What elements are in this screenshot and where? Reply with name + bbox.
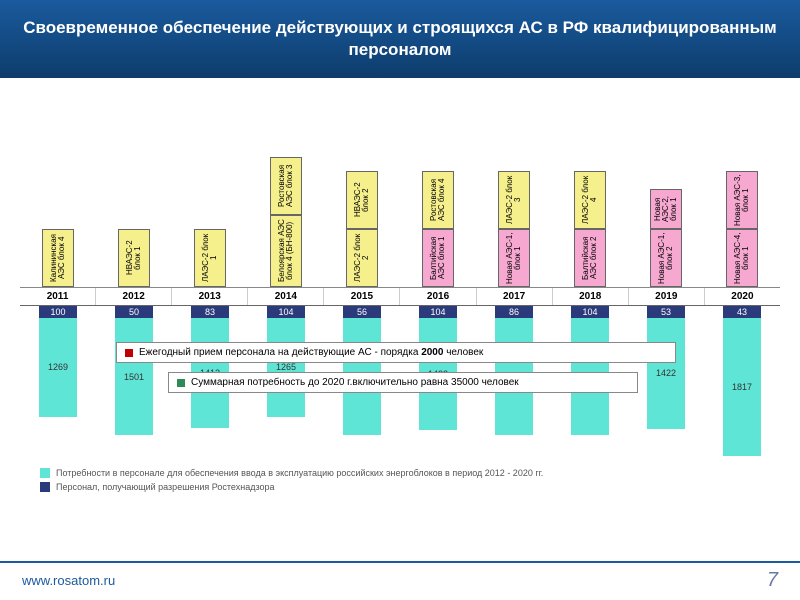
- upper-cell: ЛАЭС-2 блок 4Балтийская АЭС блок 2: [552, 98, 628, 287]
- year-label: 2016: [399, 288, 475, 305]
- legend-row: Персонал, получающий разрешения Ростехна…: [40, 482, 760, 492]
- year-label: 2015: [323, 288, 399, 305]
- legend-label: Потребности в персонале для обеспечения …: [56, 468, 543, 478]
- plant-block: Новая АЭС-3, блок 1: [726, 171, 758, 229]
- upper-cell: ЛАЭС-2 блок 3Новая АЭС-1, блок 1: [476, 98, 552, 287]
- lower-cell: 531422: [628, 306, 704, 456]
- year-label: 2018: [552, 288, 628, 305]
- lower-cell: 501501: [96, 306, 172, 456]
- plant-block: Ростовская АЭС блок 4: [422, 171, 454, 229]
- plant-block: ЛАЭС-2 блок 4: [574, 171, 606, 229]
- chart-upper-blocks: Калининская АЭС блок 4 НВАЭС-2 блок 1 ЛАЭС…: [20, 98, 780, 288]
- teal-bar: 1265: [267, 318, 305, 417]
- upper-cell: НВАЭС-2 блок 1: [96, 98, 172, 287]
- year-label: 2014: [247, 288, 323, 305]
- legend-swatch: [40, 482, 50, 492]
- upper-cell: Ростовская АЭС блок 3Белоярская АЭС блок…: [248, 98, 324, 287]
- dark-bar: 86: [495, 306, 533, 318]
- page-number: 7: [767, 569, 778, 592]
- dark-bar: 53: [647, 306, 685, 318]
- upper-cell: Новая АЭС-3, блок 1Новая АЭС-4, блок 1: [704, 98, 780, 287]
- overlay-text-2: Суммарная потребность до 2020 г.включите…: [191, 377, 519, 388]
- plant-block: ЛАЭС-2 блок 1: [194, 229, 226, 287]
- overlay-note-1: Ежегодный прием персонала на действующие…: [116, 342, 676, 363]
- plant-block: Новая АЭС-1, блок 2: [650, 229, 682, 287]
- overlay-text-1: Ежегодный прием персонала на действующие…: [139, 347, 483, 358]
- dark-bar: 50: [115, 306, 153, 318]
- year-label: 2013: [171, 288, 247, 305]
- upper-cell: НВАЭС-2 блок 2ЛАЭС-2 блок 2: [324, 98, 400, 287]
- year-label: 2017: [476, 288, 552, 305]
- upper-cell: Новая АЭС-2, блок 1Новая АЭС-1, блок 2: [628, 98, 704, 287]
- overlay-marker-1: [125, 349, 133, 357]
- dark-bar: 104: [267, 306, 305, 318]
- overlay-marker-2: [177, 379, 185, 387]
- plant-block: НВАЭС-2 блок 2: [346, 171, 378, 229]
- dark-bar: 56: [343, 306, 381, 318]
- teal-bar: 1422: [647, 318, 685, 429]
- teal-bar: 1817: [723, 318, 761, 456]
- page-footer: www.rosatom.ru 7: [0, 561, 800, 592]
- year-label: 2020: [704, 288, 780, 305]
- year-label: 2011: [20, 288, 95, 305]
- plant-block: Ростовская АЭС блок 3: [270, 157, 302, 215]
- chart: Калининская АЭС блок 4 НВАЭС-2 блок 1 ЛАЭС…: [20, 98, 780, 456]
- dark-bar: 104: [571, 306, 609, 318]
- year-label: 2012: [95, 288, 171, 305]
- plant-block: Балтийская АЭС блок 1: [422, 229, 454, 287]
- plant-block: ЛАЭС-2 блок 3: [498, 171, 530, 229]
- upper-cell: Ростовская АЭС блок 4Балтийская АЭС блок…: [400, 98, 476, 287]
- plant-block: ЛАЭС-2 блок 2: [346, 229, 378, 287]
- plant-block: Калининская АЭС блок 4: [42, 229, 74, 287]
- dark-bar: 100: [39, 306, 77, 318]
- plant-block: Белоярская АЭС блок 4 (БН-800): [270, 215, 302, 287]
- chart-year-axis: 2011201220132014201520162017201820192020: [20, 288, 780, 306]
- overlay-note-2: Суммарная потребность до 2020 г.включите…: [168, 372, 638, 393]
- year-label: 2019: [628, 288, 704, 305]
- upper-cell: Калининская АЭС блок 4: [20, 98, 96, 287]
- page-title: Своевременное обеспечение действующих и …: [20, 17, 780, 61]
- plant-block: НВАЭС-2 блок 1: [118, 229, 150, 287]
- plant-block: Новая АЭС-1, блок 1: [498, 229, 530, 287]
- plant-block: Балтийская АЭС блок 2: [574, 229, 606, 287]
- teal-bar: 1501: [115, 318, 153, 435]
- chart-legend: Потребности в персонале для обеспечения …: [40, 468, 760, 492]
- legend-swatch: [40, 468, 50, 478]
- lower-cell: 431817: [704, 306, 780, 456]
- dark-bar: 43: [723, 306, 761, 318]
- dark-bar: 104: [419, 306, 457, 318]
- footer-url: www.rosatom.ru: [22, 573, 115, 588]
- chart-lower-bars: Ежегодный прием персонала на действующие…: [20, 306, 780, 456]
- plant-block: Новая АЭС-4, блок 1: [726, 229, 758, 287]
- legend-row: Потребности в персонале для обеспечения …: [40, 468, 760, 478]
- legend-label: Персонал, получающий разрешения Ростехна…: [56, 482, 275, 492]
- upper-cell: ЛАЭС-2 блок 1: [172, 98, 248, 287]
- teal-bar: 1269: [39, 318, 77, 417]
- page-header: Своевременное обеспечение действующих и …: [0, 0, 800, 78]
- dark-bar: 83: [191, 306, 229, 318]
- plant-block: Новая АЭС-2, блок 1: [650, 189, 682, 229]
- lower-cell: 1001269: [20, 306, 96, 456]
